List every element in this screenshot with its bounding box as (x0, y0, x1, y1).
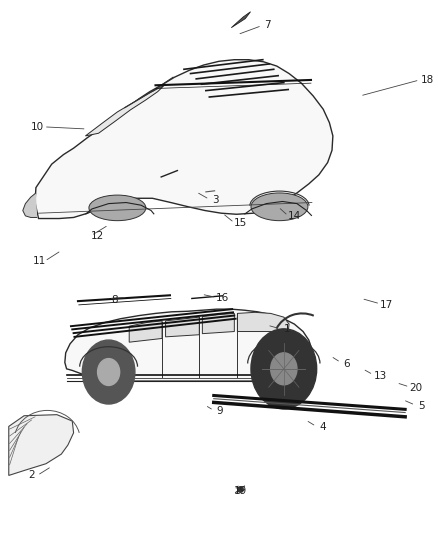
PathPatch shape (129, 321, 162, 342)
Text: 20: 20 (410, 383, 423, 393)
Text: 1: 1 (283, 325, 290, 334)
Ellipse shape (251, 193, 308, 221)
PathPatch shape (65, 309, 312, 381)
PathPatch shape (35, 60, 333, 219)
PathPatch shape (23, 193, 37, 217)
Circle shape (271, 353, 297, 385)
Text: 16: 16 (216, 294, 229, 303)
PathPatch shape (9, 415, 74, 475)
Text: 12: 12 (91, 231, 104, 241)
PathPatch shape (166, 317, 199, 337)
Text: 5: 5 (418, 401, 425, 411)
Text: 2: 2 (28, 471, 35, 480)
Text: 19: 19 (233, 487, 247, 496)
Text: 3: 3 (212, 195, 219, 205)
Text: 10: 10 (31, 122, 44, 132)
PathPatch shape (231, 12, 251, 28)
Text: 17: 17 (380, 300, 393, 310)
PathPatch shape (202, 313, 234, 334)
Text: 8: 8 (111, 295, 118, 304)
Text: 18: 18 (420, 75, 434, 85)
Text: 13: 13 (374, 371, 387, 381)
Circle shape (82, 340, 135, 404)
Circle shape (98, 359, 120, 385)
Ellipse shape (89, 195, 146, 221)
PathPatch shape (237, 312, 289, 332)
Text: 9: 9 (216, 407, 223, 416)
Text: 11: 11 (33, 256, 46, 266)
PathPatch shape (85, 85, 164, 136)
Text: 6: 6 (343, 359, 350, 368)
Text: 15: 15 (233, 218, 247, 228)
Text: 14: 14 (288, 211, 301, 221)
Text: 4: 4 (320, 423, 327, 432)
Text: 7: 7 (264, 20, 271, 29)
Circle shape (251, 329, 317, 409)
